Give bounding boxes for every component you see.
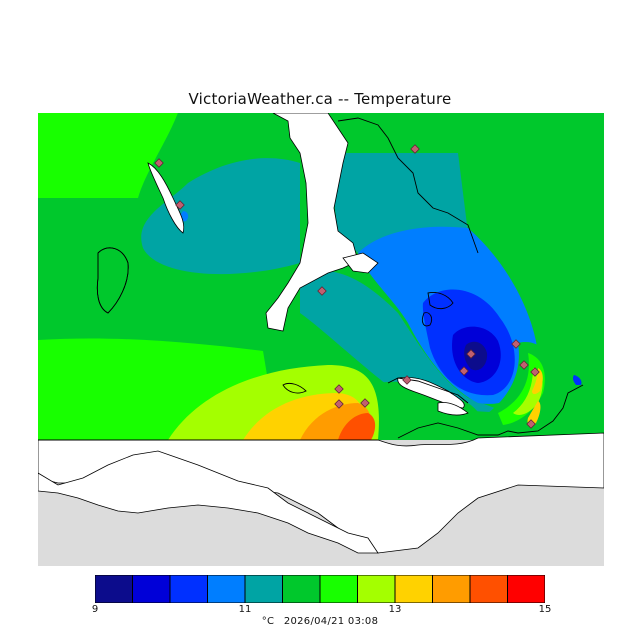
temperature-map: [38, 113, 604, 566]
station-markers: [154, 144, 540, 429]
legend-swatch: [507, 575, 545, 603]
legend-swatch: [169, 575, 208, 603]
legend-swatch: [132, 575, 171, 603]
us-shore: [38, 450, 379, 554]
legend-footer: °C 2026/04/21 03:08: [0, 616, 640, 627]
legend-swatch: [282, 575, 321, 603]
legend-tick-11: 11: [238, 604, 252, 615]
legend-swatch: [244, 575, 283, 603]
legend-timestamp: 2026/04/21 03:08: [283, 616, 379, 627]
coastlines: [38, 117, 584, 441]
legend-tick-15: 15: [538, 604, 552, 615]
legend-swatch: [432, 575, 471, 603]
legend-swatch: [469, 575, 508, 603]
legend-swatch: [95, 575, 133, 603]
legend-tick-9: 9: [91, 604, 99, 615]
legend-swatch: [319, 575, 358, 603]
color-scale-legend: [95, 575, 545, 603]
map-title: VictoriaWeather.ca -- Temperature: [188, 90, 452, 108]
legend-swatch: [394, 575, 433, 603]
legend-tick-13: 13: [388, 604, 402, 615]
legend-swatch: [207, 575, 246, 603]
legend-swatch: [357, 575, 396, 603]
legend-unit: °C: [261, 616, 275, 627]
